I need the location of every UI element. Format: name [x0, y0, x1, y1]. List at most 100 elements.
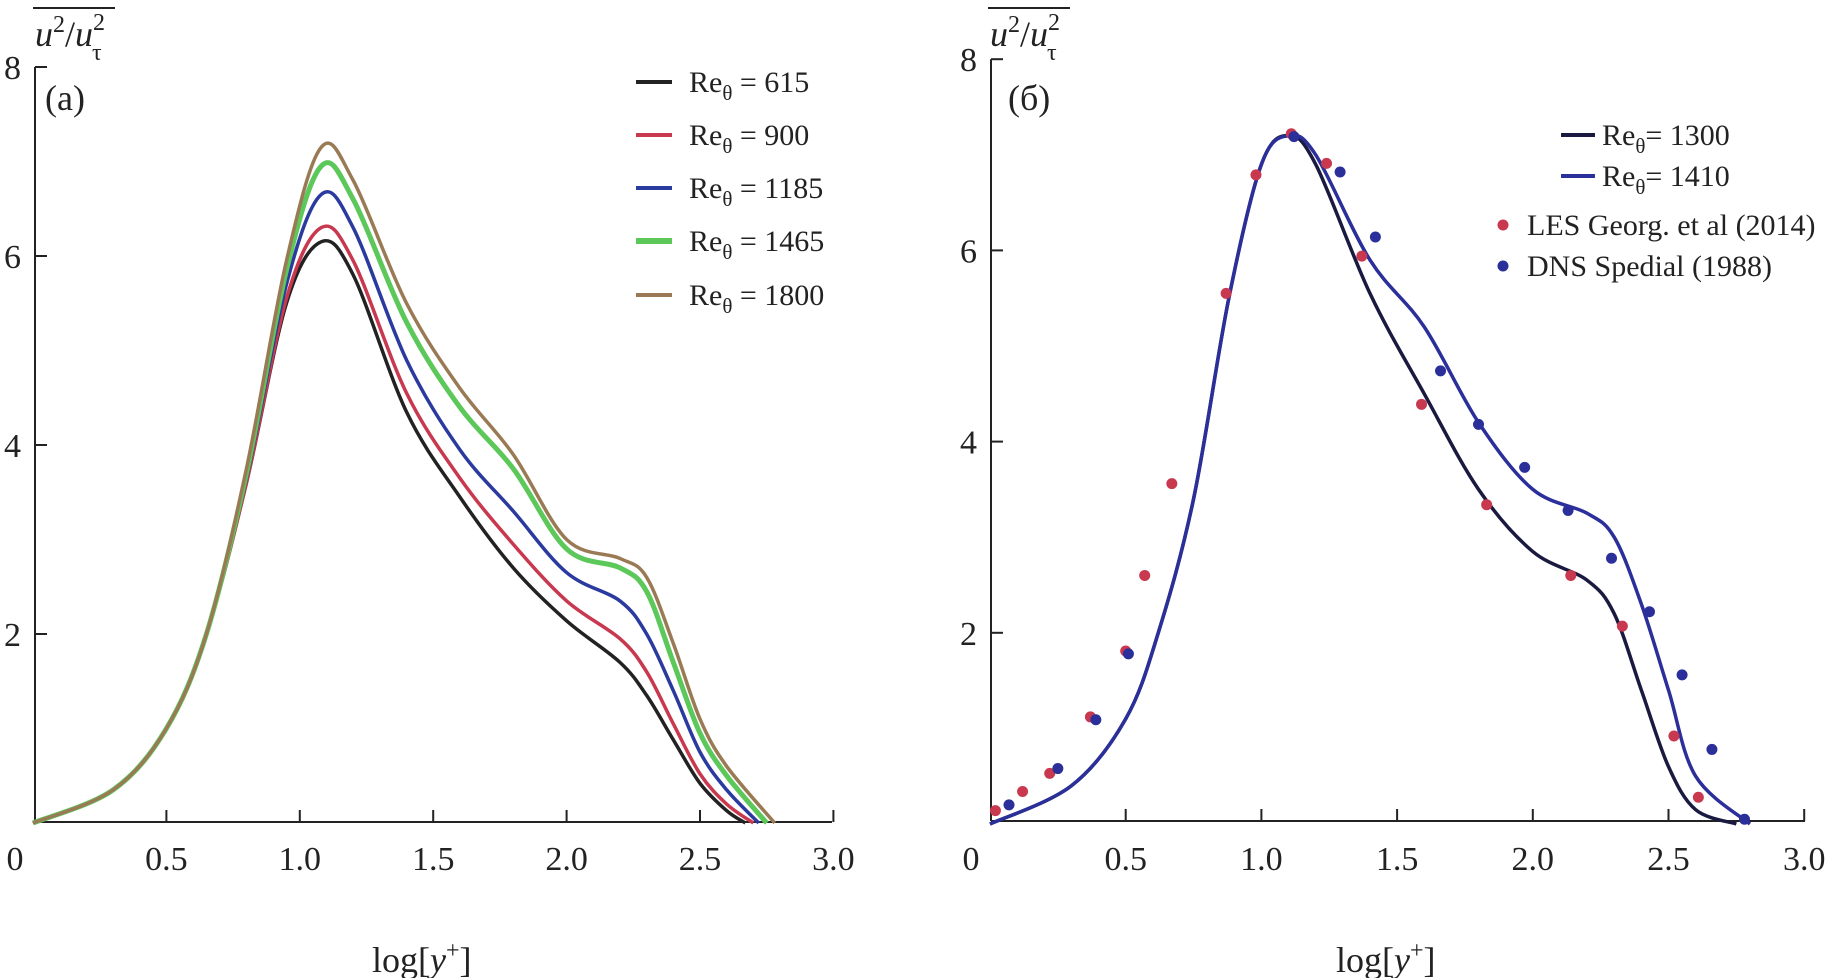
legend-label: Reθ = 615 [689, 66, 809, 105]
data-point [1017, 785, 1029, 797]
y-axis-label: u2/u2 τ [990, 10, 1060, 66]
y-tick-label: 2 [4, 617, 21, 654]
data-point [1250, 169, 1262, 181]
x-axis-label: log[y+] [1336, 938, 1436, 978]
data-point [1369, 231, 1381, 243]
text-part: 2 [53, 12, 65, 38]
text-part: Re [689, 119, 722, 152]
data-point [989, 805, 1001, 817]
series-line [32, 224, 755, 825]
text-part: log[ [372, 940, 430, 978]
y-tick-label: 4 [4, 428, 21, 465]
text-part: log[ [1336, 940, 1394, 978]
x-tick-label: 2.0 [1512, 841, 1555, 878]
series-line [32, 238, 747, 825]
data-point [1052, 763, 1064, 775]
text-part: + [446, 938, 460, 964]
text-part: Re [1602, 119, 1635, 152]
legend-label: Reθ= 1410 [1602, 160, 1730, 199]
text-part: Re [689, 172, 722, 205]
text-part: + [1410, 938, 1424, 964]
y-axis-label: u2/u2 τ [35, 10, 105, 66]
legend-label: Reθ = 1465 [689, 225, 824, 264]
data-point [1044, 767, 1056, 779]
text-part: θ [1635, 175, 1645, 199]
text-part: / [65, 14, 75, 54]
text-part: Re [1602, 160, 1635, 193]
x-tick-label: 1.5 [1376, 841, 1419, 878]
data-point [1519, 461, 1531, 473]
y-tick-label: 8 [960, 42, 977, 79]
text-part: = 1465 [732, 225, 824, 258]
text-part: θ [722, 187, 732, 211]
panel-label: (a) [45, 78, 85, 118]
data-point [1356, 250, 1368, 262]
y-tick-label: 8 [4, 50, 21, 87]
data-point [1416, 398, 1428, 410]
text-part: / [1020, 14, 1030, 54]
text-part: 2 [93, 10, 105, 36]
text-part: Re [689, 279, 722, 312]
series-line [989, 133, 1752, 826]
series-line [32, 190, 760, 825]
text-part: u [990, 14, 1008, 54]
data-point [1706, 743, 1718, 755]
text-part: θ [722, 81, 732, 105]
data-point [1692, 791, 1704, 803]
text-part: θ [1635, 134, 1645, 158]
legend-label: Reθ = 900 [689, 119, 809, 158]
series-line [32, 141, 777, 825]
text-part: = 900 [732, 119, 809, 152]
x-axis-label: log[y+] [372, 938, 472, 978]
data-point [1139, 569, 1151, 581]
data-point [1334, 166, 1346, 178]
text-part: y [1391, 940, 1410, 978]
text-part: = 1800 [732, 279, 824, 312]
data-point [1562, 504, 1574, 516]
text-part: ] [1424, 940, 1436, 978]
data-point [1616, 620, 1628, 632]
legend-label: DNS Spedial (1988) [1527, 250, 1772, 283]
data-point [1644, 606, 1656, 618]
data-point [1481, 499, 1493, 511]
text-part: θ [722, 134, 732, 158]
text-part: τ [1047, 40, 1057, 66]
text-part: Re [689, 66, 722, 99]
legend-label: Reθ = 1185 [689, 172, 823, 211]
x-tick-label: 2.5 [1647, 841, 1690, 878]
data-point [1321, 157, 1333, 169]
legend-label: LES Georg. et al (2014) [1527, 209, 1816, 242]
text-part: u [1030, 14, 1048, 54]
x-tick-label: 0.5 [1104, 841, 1147, 878]
y-tick-label: 2 [960, 616, 977, 653]
text-part: = 615 [732, 66, 809, 99]
text-part: 2 [1008, 12, 1020, 38]
text-part: τ [92, 40, 102, 66]
data-point [1565, 569, 1577, 581]
y-tick-label: 6 [960, 233, 977, 270]
text-part: 2 [1048, 10, 1060, 36]
x-tick-label: 3.0 [812, 841, 855, 878]
data-point [1288, 131, 1300, 143]
legend-label: Reθ= 1300 [1602, 119, 1730, 158]
data-point [1003, 799, 1015, 811]
data-point [1606, 552, 1618, 564]
legend-label: Reθ = 1800 [689, 279, 824, 318]
text-part: = 1410 [1645, 160, 1729, 193]
y-tick-label: 6 [4, 239, 21, 276]
data-point [1090, 714, 1102, 726]
series-line [32, 160, 769, 826]
data-point [1166, 478, 1178, 490]
x-tick-label: 3.0 [1783, 841, 1826, 878]
y-tick-label: 4 [960, 425, 977, 462]
text-part: = 1185 [732, 172, 823, 205]
x-tick-label: 0.5 [145, 841, 188, 878]
text-part: Re [689, 225, 722, 258]
data-point [1676, 669, 1688, 681]
x-tick-label: 1.0 [1240, 841, 1283, 878]
text-part: y [427, 940, 446, 978]
x-tick-label: 1.0 [279, 841, 322, 878]
